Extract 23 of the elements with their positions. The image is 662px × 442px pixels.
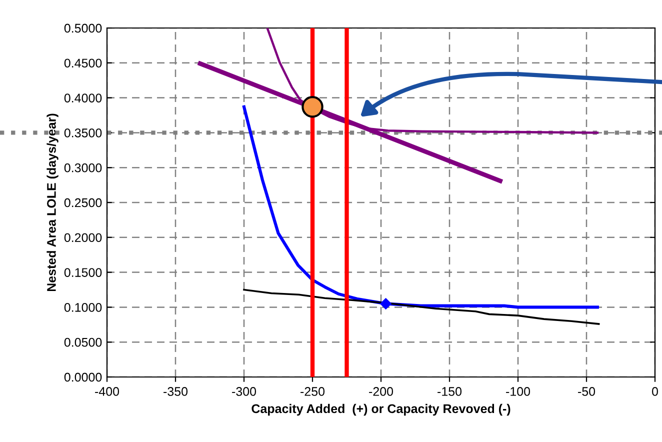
y-tick-label: 0.1000	[64, 303, 102, 312]
x-tick-label: 0	[652, 387, 658, 396]
y-tick-label: 0.1500	[64, 268, 102, 277]
y-tick-label: 0.4000	[64, 94, 102, 102]
y-tick-label: 0.0000	[64, 372, 102, 382]
y-tick-label: 0.2000	[64, 233, 102, 242]
x-tick-label: -400	[95, 387, 120, 396]
x-tick-label: -350	[164, 387, 188, 396]
x-tick-label: -250	[300, 387, 325, 396]
x-tick-label: -300	[232, 387, 256, 396]
x-tick-label: -100	[506, 387, 530, 396]
y-tick-label: 0.3000	[64, 163, 102, 172]
x-tick-label: -150	[438, 387, 462, 396]
y-tick-label: 0.2500	[64, 198, 102, 208]
x-tick-label: -200	[369, 387, 394, 396]
x-tick-label: -50	[578, 387, 596, 396]
y-tick-label: 0.5000	[64, 24, 102, 33]
y-tick-label: 0.0500	[64, 338, 102, 347]
line-series	[243, 288, 600, 325]
y-axis-title: Nested Area LOLE (days/year)	[46, 114, 58, 292]
y-tick-label: 0.3500	[64, 128, 102, 138]
x-axis-title: Capacity Added (+) or Capacity Revoved (-)	[252, 404, 510, 416]
y-tick-label: 0.4500	[64, 58, 102, 68]
